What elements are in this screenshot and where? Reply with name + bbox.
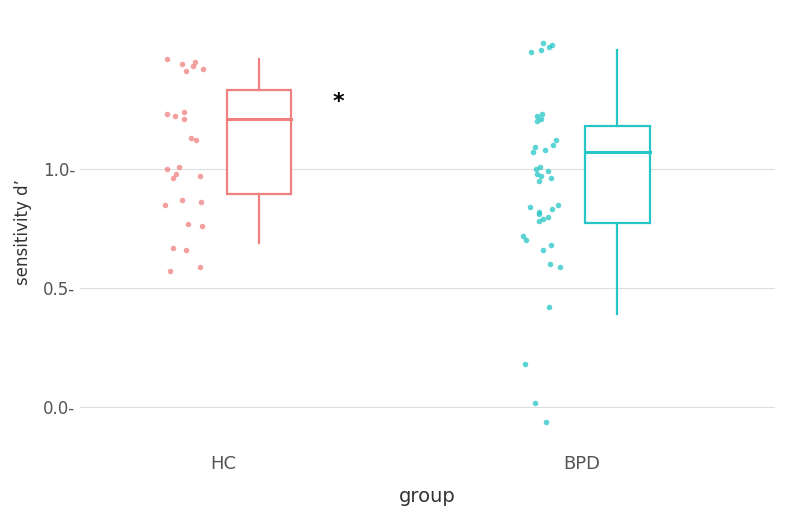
Point — [180, 246, 193, 254]
Point — [546, 41, 559, 49]
Point — [544, 174, 557, 183]
Point — [518, 360, 531, 369]
Point — [179, 67, 192, 75]
Point — [544, 260, 556, 268]
Text: *: * — [332, 92, 344, 112]
Point — [196, 64, 209, 73]
Point — [539, 146, 552, 154]
Point — [176, 196, 189, 204]
Point — [533, 177, 545, 185]
Point — [537, 215, 549, 223]
Point — [536, 110, 548, 118]
Point — [159, 201, 171, 209]
Point — [543, 303, 555, 311]
Point — [175, 60, 188, 68]
Point — [529, 398, 541, 407]
Point — [161, 165, 174, 173]
Point — [527, 148, 540, 157]
Point — [178, 115, 190, 123]
Point — [173, 162, 185, 171]
Point — [195, 198, 208, 206]
Point — [161, 55, 174, 63]
Point — [534, 162, 547, 171]
Point — [520, 236, 533, 244]
Bar — [227, 90, 291, 194]
Point — [525, 48, 537, 56]
Point — [181, 219, 194, 228]
Point — [178, 108, 190, 116]
Point — [196, 222, 208, 230]
Point — [531, 117, 544, 125]
Point — [529, 144, 541, 152]
Point — [523, 203, 536, 211]
X-axis label: group: group — [399, 487, 456, 506]
Point — [186, 62, 199, 71]
Point — [530, 165, 543, 173]
Point — [552, 201, 565, 209]
Point — [537, 246, 549, 254]
Point — [163, 267, 176, 276]
Y-axis label: sensitivity d’: sensitivity d’ — [14, 179, 32, 285]
Point — [189, 136, 202, 145]
Point — [516, 231, 529, 240]
Point — [194, 263, 207, 271]
Point — [531, 112, 544, 121]
Point — [541, 213, 554, 221]
Point — [540, 418, 552, 426]
Bar — [585, 126, 649, 223]
Point — [547, 141, 559, 149]
Point — [535, 46, 548, 54]
Point — [533, 210, 546, 218]
Point — [545, 205, 558, 214]
Point — [542, 167, 555, 175]
Point — [166, 174, 179, 183]
Point — [194, 172, 207, 180]
Point — [537, 38, 549, 47]
Point — [544, 241, 557, 250]
Point — [167, 243, 180, 252]
Point — [169, 112, 181, 121]
Point — [533, 217, 545, 226]
Point — [533, 207, 545, 216]
Point — [170, 170, 182, 178]
Point — [531, 170, 544, 178]
Point — [549, 136, 562, 145]
Point — [543, 43, 555, 51]
Point — [161, 110, 174, 118]
Point — [554, 263, 567, 271]
Point — [534, 172, 547, 180]
Point — [189, 57, 201, 66]
Point — [535, 115, 548, 123]
Point — [185, 134, 197, 142]
